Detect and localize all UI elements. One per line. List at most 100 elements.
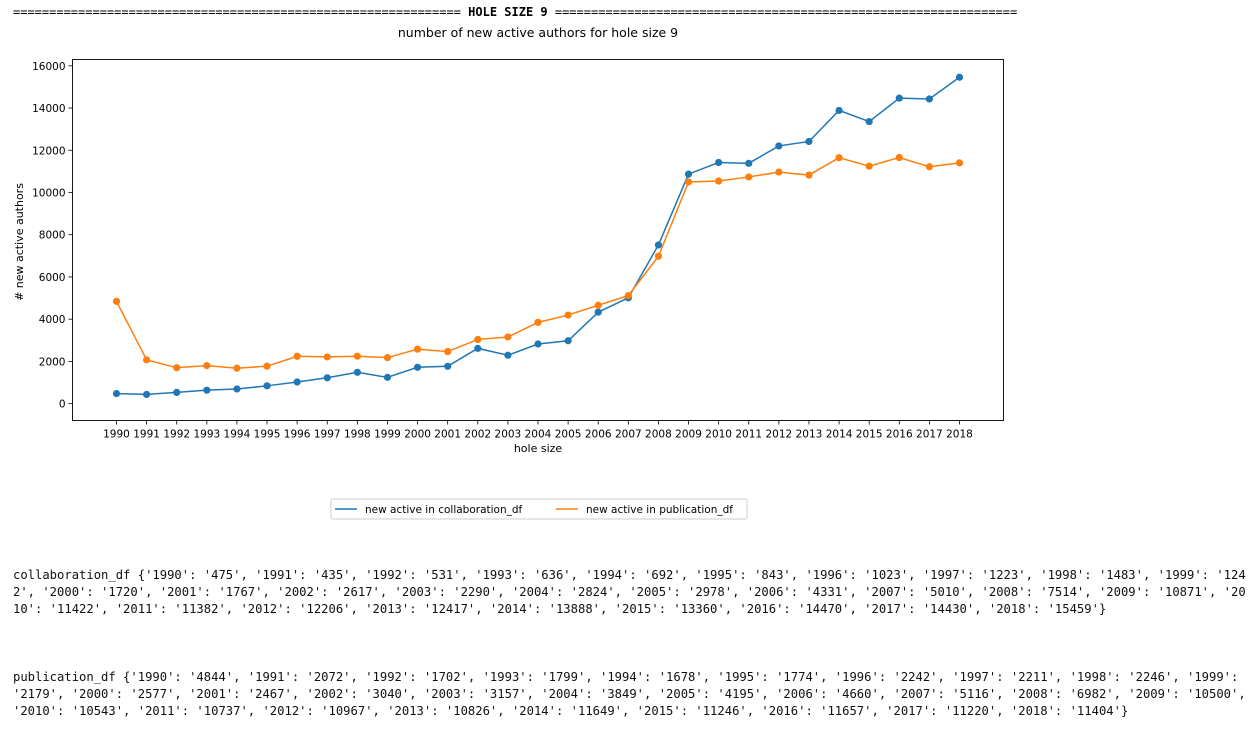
- data-point-collaboration: [233, 385, 241, 393]
- x-axis: 1990 1991 1992 1993 1994 1995 1996 1997 1998 1999…: [103, 420, 973, 441]
- x-tick-label: 1998: [344, 429, 371, 441]
- y-tick-label: 10000: [32, 188, 65, 200]
- data-point-publication: [323, 353, 331, 361]
- legend-label-publication: new active in publication_df: [586, 504, 733, 516]
- y-tick-label: 6000: [39, 272, 66, 284]
- x-tick-label: 1993: [193, 429, 220, 441]
- y-axis-label: # new active authors: [13, 183, 26, 301]
- data-point-publication: [444, 347, 452, 356]
- data-point-publication: [504, 333, 512, 341]
- data-point-collaboration: [323, 374, 331, 382]
- data-point-collaboration: [865, 117, 873, 126]
- data-point-collaboration: [293, 378, 301, 386]
- x-tick-label: 2013: [796, 429, 823, 441]
- data-point-collaboration: [775, 142, 783, 150]
- data-point-publication: [534, 318, 542, 326]
- data-point-publication: [203, 362, 211, 370]
- header-rule-left: ========================================…: [13, 5, 461, 19]
- data-point-publication: [233, 364, 241, 372]
- data-point-collaboration: [474, 344, 482, 352]
- y-axis: 0 2000 4000 6000 8000 10000 12000 14000 16000: [32, 61, 73, 411]
- x-tick-label: 1995: [254, 429, 281, 441]
- data-point-publication: [805, 171, 813, 179]
- data-point-publication: [745, 173, 753, 181]
- x-tick-label: 1996: [284, 429, 311, 441]
- data-point-publication: [173, 364, 181, 372]
- x-tick-label: 2003: [495, 429, 522, 441]
- data-point-collaboration: [594, 308, 602, 316]
- data-point-publication: [654, 252, 663, 260]
- chart-title: number of new active authors for hole si…: [398, 25, 678, 40]
- x-tick-label: 2016: [886, 429, 913, 441]
- x-tick-label: 1997: [314, 429, 341, 441]
- publication-dump: publication_df {'1990': '4844', '1991': …: [13, 670, 1254, 718]
- data-point-collaboration: [925, 95, 933, 103]
- data-point-publication: [293, 352, 301, 360]
- header-rule-right: ========================================…: [554, 5, 1018, 19]
- data-point-collaboration: [203, 386, 211, 394]
- data-point-publication: [835, 154, 843, 162]
- collaboration-dump: collaboration_df {'1990': '475', '1991':…: [13, 568, 1246, 616]
- data-point-publication: [263, 362, 271, 370]
- data-point-collaboration: [715, 158, 723, 167]
- data-point-collaboration: [444, 362, 452, 370]
- data-point-collaboration: [353, 368, 361, 376]
- data-point-collaboration: [895, 94, 903, 102]
- x-tick-label: 2005: [555, 429, 582, 441]
- series-line-publication: [115, 156, 960, 369]
- data-point-collaboration: [534, 340, 542, 348]
- data-point-collaboration: [564, 337, 572, 345]
- data-point-collaboration: [504, 351, 512, 359]
- x-tick-label: 2007: [615, 429, 642, 441]
- data-point-publication: [564, 311, 572, 319]
- data-point-collaboration: [654, 241, 663, 249]
- x-tick-label: 2018: [946, 429, 973, 441]
- x-tick-label: 2002: [464, 429, 491, 441]
- y-tick-label: 16000: [32, 61, 65, 73]
- x-tick-label: 2001: [434, 429, 461, 441]
- data-point-collaboration: [413, 363, 422, 371]
- data-point-collaboration: [684, 170, 693, 178]
- x-tick-label: 2014: [826, 429, 853, 441]
- data-point-collaboration: [955, 73, 964, 81]
- x-tick-label: 1994: [224, 429, 251, 441]
- data-point-publication: [143, 356, 151, 364]
- legend: new active in collaboration_df new activ…: [330, 498, 748, 520]
- data-point-publication: [684, 178, 693, 186]
- section-header: ========================================…: [13, 4, 1017, 20]
- data-point-collaboration: [745, 159, 753, 167]
- data-point-publication: [383, 354, 392, 362]
- data-point-publication: [112, 297, 121, 305]
- x-tick-label: 1992: [163, 429, 190, 441]
- data-point-publication: [955, 159, 964, 167]
- data-point-publication: [413, 345, 422, 353]
- data-point-collaboration: [383, 373, 392, 381]
- data-point-collaboration: [263, 382, 271, 390]
- x-tick-label: 2017: [916, 429, 943, 441]
- data-point-publication: [594, 301, 602, 309]
- x-tick-label: 2004: [525, 429, 552, 441]
- legend-label-collaboration: new active in collaboration_df: [365, 504, 523, 516]
- x-axis-label: hole size: [514, 442, 563, 455]
- x-tick-label: 2010: [705, 429, 732, 441]
- x-tick-label: 2015: [856, 429, 883, 441]
- line-chart: number of new active authors for hole si…: [13, 25, 1004, 520]
- x-tick-label: 2000: [404, 429, 431, 441]
- data-point-publication: [624, 292, 632, 300]
- series-layer: [112, 73, 964, 399]
- x-tick-label: 1991: [133, 429, 160, 441]
- data-point-publication: [865, 162, 873, 170]
- data-point-publication: [353, 352, 361, 360]
- y-tick-label: 4000: [39, 314, 66, 326]
- header-title: HOLE SIZE 9: [460, 5, 555, 19]
- x-tick-label: 2011: [735, 429, 762, 441]
- x-tick-label: 2006: [585, 429, 612, 441]
- legend-box: [330, 498, 748, 520]
- data-dump-output: collaboration_df {'1990': '475', '1991':…: [13, 533, 1253, 754]
- data-point-collaboration: [112, 389, 121, 398]
- data-point-collaboration: [173, 388, 181, 397]
- data-point-collaboration: [805, 137, 813, 146]
- x-tick-label: 2012: [765, 429, 792, 441]
- data-point-collaboration: [835, 106, 843, 115]
- x-tick-label: 2008: [645, 429, 672, 441]
